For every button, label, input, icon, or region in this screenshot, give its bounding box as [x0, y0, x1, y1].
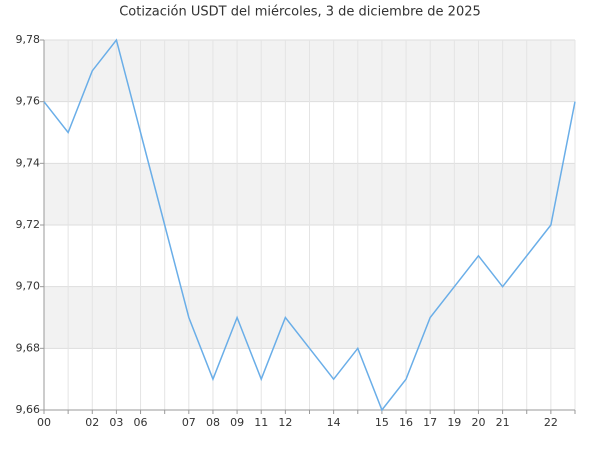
x-tick-label: 19	[447, 416, 461, 429]
x-tick-label: 00	[37, 416, 51, 429]
y-tick-label: 9,68	[16, 341, 41, 354]
x-tick-label: 08	[206, 416, 220, 429]
x-tick-label: 12	[278, 416, 292, 429]
x-tick-label: 11	[254, 416, 268, 429]
x-tick-label: 09	[230, 416, 244, 429]
y-tick-label: 9,76	[16, 95, 41, 108]
x-tick-label: 21	[496, 416, 510, 429]
y-tick-label: 9,66	[16, 403, 41, 416]
y-tick-label: 9,72	[16, 218, 41, 231]
y-tick-label: 9,78	[16, 33, 41, 46]
chart-title: Cotización USDT del miércoles, 3 de dici…	[119, 5, 481, 20]
y-tick-label: 9,74	[16, 156, 41, 169]
y-tick-label: 9,70	[16, 280, 41, 293]
x-tick-label: 16	[399, 416, 413, 429]
x-tick-label: 14	[327, 416, 341, 429]
x-tick-label: 15	[375, 416, 389, 429]
data-line	[43, 38, 576, 412]
x-tick-label: 02	[85, 416, 99, 429]
x-tick-label: 17	[423, 416, 437, 429]
x-tick-label: 22	[544, 416, 558, 429]
x-tick-label: 20	[471, 416, 485, 429]
x-tick-label: 07	[182, 416, 196, 429]
x-tick-label: 03	[109, 416, 123, 429]
x-tick-label: 06	[134, 416, 148, 429]
